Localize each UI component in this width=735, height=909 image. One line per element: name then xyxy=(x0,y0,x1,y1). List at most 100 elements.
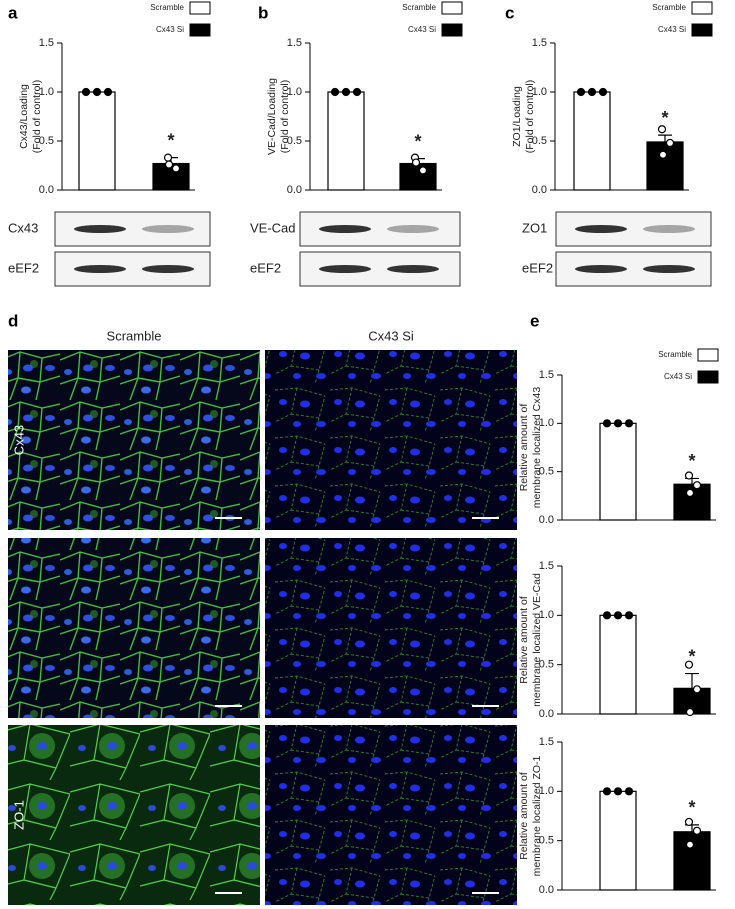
data-point xyxy=(684,660,694,669)
micrograph xyxy=(8,725,260,905)
blot-band xyxy=(575,225,627,233)
legend-label: Scramble xyxy=(652,3,686,12)
y-axis-label: VE-Cad/Loading xyxy=(266,78,278,155)
y-tick-label: 0.0 xyxy=(539,884,554,896)
y-tick-label: 0.0 xyxy=(539,708,554,720)
data-point xyxy=(103,87,113,97)
legend-swatch xyxy=(691,1,713,15)
blot-band xyxy=(387,225,439,233)
y-axis-label: (Fold of control) xyxy=(31,80,43,154)
data-point xyxy=(411,158,421,167)
y-tick-label: 1.0 xyxy=(39,86,54,98)
data-point xyxy=(657,125,667,134)
y-axis-label: Cx43/Loading xyxy=(18,84,30,149)
blot-band xyxy=(643,225,695,233)
data-point xyxy=(685,840,695,849)
significance-star: * xyxy=(414,131,421,151)
error-bar xyxy=(685,672,699,689)
blot-band xyxy=(387,265,439,273)
data-point xyxy=(684,471,694,480)
significance-star: * xyxy=(688,646,695,666)
data-point xyxy=(576,87,586,97)
legend-swatch xyxy=(189,23,211,37)
legend-swatch xyxy=(441,1,463,15)
y-tick-label: 1.0 xyxy=(287,86,302,98)
blot-band xyxy=(74,225,126,233)
data-point xyxy=(81,87,91,97)
y-axis-label: (Fold of control) xyxy=(279,80,291,154)
y-tick-label: 1.5 xyxy=(532,37,547,49)
y-tick-label: 0.5 xyxy=(287,135,302,147)
error-bar xyxy=(658,134,672,142)
blot-band xyxy=(142,225,194,233)
blot-band xyxy=(74,265,126,273)
y-tick-label: 0.0 xyxy=(539,514,554,526)
y-tick-label: 1.5 xyxy=(539,560,554,572)
y-axis-label: ZO1/Loading xyxy=(511,86,523,147)
y-axis-label: Relative amount of xyxy=(518,404,530,492)
legend-swatch xyxy=(697,348,719,362)
micrograph xyxy=(265,725,517,905)
panel-label: a xyxy=(8,3,18,22)
blot-label: Cx43 xyxy=(8,220,38,235)
y-tick-label: 1.0 xyxy=(532,86,547,98)
legend-swatch xyxy=(441,23,463,37)
row-label: ZO-1 xyxy=(11,800,26,830)
y-tick-label: 1.5 xyxy=(287,37,302,49)
y-tick-label: 0.0 xyxy=(39,184,54,196)
micrograph xyxy=(265,538,517,718)
data-point xyxy=(624,787,634,796)
column-header: Scramble xyxy=(107,328,162,343)
data-point xyxy=(587,87,597,97)
bar xyxy=(673,831,711,891)
bar xyxy=(573,91,611,191)
y-tick-label: 0.0 xyxy=(287,184,302,196)
bar xyxy=(646,141,684,191)
y-tick-label: 0.5 xyxy=(539,466,554,478)
y-axis-label: membrane localized ZO-1 xyxy=(531,755,543,876)
panel-label: c xyxy=(505,3,514,22)
data-point xyxy=(352,87,362,97)
data-point xyxy=(163,153,173,162)
blot-band xyxy=(319,225,371,233)
legend-swatch xyxy=(691,23,713,37)
bar xyxy=(673,483,711,521)
blot-band xyxy=(575,265,627,273)
blot-label: ZO1 xyxy=(522,220,547,235)
legend-label: Cx43 Si xyxy=(156,25,184,34)
y-tick-label: 1.0 xyxy=(539,609,554,621)
y-axis-label: Relative amount of xyxy=(518,596,530,684)
blot-label: eEF2 xyxy=(522,260,553,275)
bar xyxy=(78,91,116,191)
y-axis-label: membrane localized VE-Cad xyxy=(531,573,543,707)
data-point xyxy=(341,87,351,97)
significance-star: * xyxy=(688,451,695,471)
data-point xyxy=(171,164,181,173)
legend-label: Cx43 Si xyxy=(408,25,436,34)
data-point xyxy=(665,138,675,148)
data-point xyxy=(692,685,702,694)
legend-label: Scramble xyxy=(402,3,436,12)
legend-label: Scramble xyxy=(658,350,692,359)
data-point xyxy=(685,488,695,498)
blot-band xyxy=(319,265,371,273)
legend-label: Cx43 Si xyxy=(664,372,692,381)
micrograph xyxy=(265,350,517,530)
legend-swatch xyxy=(697,370,719,384)
blot-label: eEF2 xyxy=(8,260,39,275)
y-tick-label: 0.5 xyxy=(39,135,54,147)
data-point xyxy=(624,611,634,620)
blot-band xyxy=(142,265,194,273)
blot-label: eEF2 xyxy=(250,260,281,275)
bar xyxy=(327,91,365,191)
data-point xyxy=(692,826,702,835)
data-point xyxy=(613,787,623,796)
legend-label: Cx43 Si xyxy=(658,25,686,34)
y-tick-label: 0.5 xyxy=(532,135,547,147)
y-tick-label: 0.5 xyxy=(539,835,554,847)
significance-star: * xyxy=(661,108,668,128)
y-tick-label: 1.0 xyxy=(539,417,554,429)
bar xyxy=(599,614,637,715)
y-tick-label: 1.5 xyxy=(539,369,554,381)
